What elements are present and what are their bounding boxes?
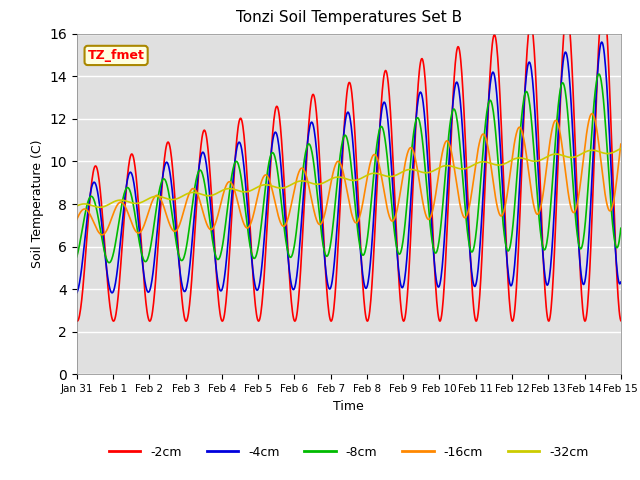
Legend: -2cm, -4cm, -8cm, -16cm, -32cm: -2cm, -4cm, -8cm, -16cm, -32cm xyxy=(104,441,594,464)
-32cm xyxy=(129,200,137,206)
-4cm xyxy=(617,279,625,285)
-8cm xyxy=(129,200,137,205)
-8cm xyxy=(498,204,506,209)
-16cm xyxy=(294,174,301,180)
-2cm xyxy=(508,315,515,321)
-4cm xyxy=(498,168,506,173)
-16cm xyxy=(129,223,137,229)
-2cm xyxy=(146,318,154,324)
-32cm xyxy=(617,145,625,151)
-8cm xyxy=(617,226,625,231)
-8cm xyxy=(313,189,321,194)
-2cm xyxy=(294,308,301,314)
Line: -16cm: -16cm xyxy=(77,114,621,235)
-2cm xyxy=(73,318,81,324)
-32cm xyxy=(96,204,104,210)
-2cm xyxy=(313,116,321,121)
-16cm xyxy=(588,111,596,117)
-2cm xyxy=(129,152,136,157)
-32cm xyxy=(447,163,455,169)
-16cm xyxy=(313,218,321,224)
-4cm xyxy=(508,283,515,288)
Y-axis label: Soil Temperature (C): Soil Temperature (C) xyxy=(31,140,44,268)
Title: Tonzi Soil Temperatures Set B: Tonzi Soil Temperatures Set B xyxy=(236,11,462,25)
-8cm xyxy=(508,236,515,242)
-16cm xyxy=(447,147,455,153)
Line: -32cm: -32cm xyxy=(77,148,621,207)
-8cm xyxy=(595,71,603,77)
-2cm xyxy=(600,0,607,2)
-8cm xyxy=(73,254,81,260)
-8cm xyxy=(447,115,455,121)
Line: -4cm: -4cm xyxy=(77,42,621,293)
-32cm xyxy=(498,162,506,168)
-16cm xyxy=(617,141,625,147)
-16cm xyxy=(498,213,506,219)
-16cm xyxy=(508,161,515,167)
-16cm xyxy=(73,216,81,222)
Line: -8cm: -8cm xyxy=(77,74,621,263)
-4cm xyxy=(129,175,137,181)
-4cm xyxy=(108,290,116,296)
-8cm xyxy=(105,260,113,265)
-4cm xyxy=(447,127,455,132)
-16cm xyxy=(99,232,106,238)
-2cm xyxy=(617,318,625,324)
-32cm xyxy=(294,179,301,185)
X-axis label: Time: Time xyxy=(333,400,364,413)
-32cm xyxy=(508,157,515,163)
-4cm xyxy=(313,152,321,158)
-32cm xyxy=(313,181,321,187)
-4cm xyxy=(294,268,301,274)
-4cm xyxy=(73,290,81,296)
-8cm xyxy=(294,220,301,226)
Line: -2cm: -2cm xyxy=(77,0,621,321)
Text: TZ_fmet: TZ_fmet xyxy=(88,49,145,62)
-4cm xyxy=(598,39,605,45)
-2cm xyxy=(447,138,455,144)
-32cm xyxy=(73,203,81,209)
-2cm xyxy=(498,129,506,134)
